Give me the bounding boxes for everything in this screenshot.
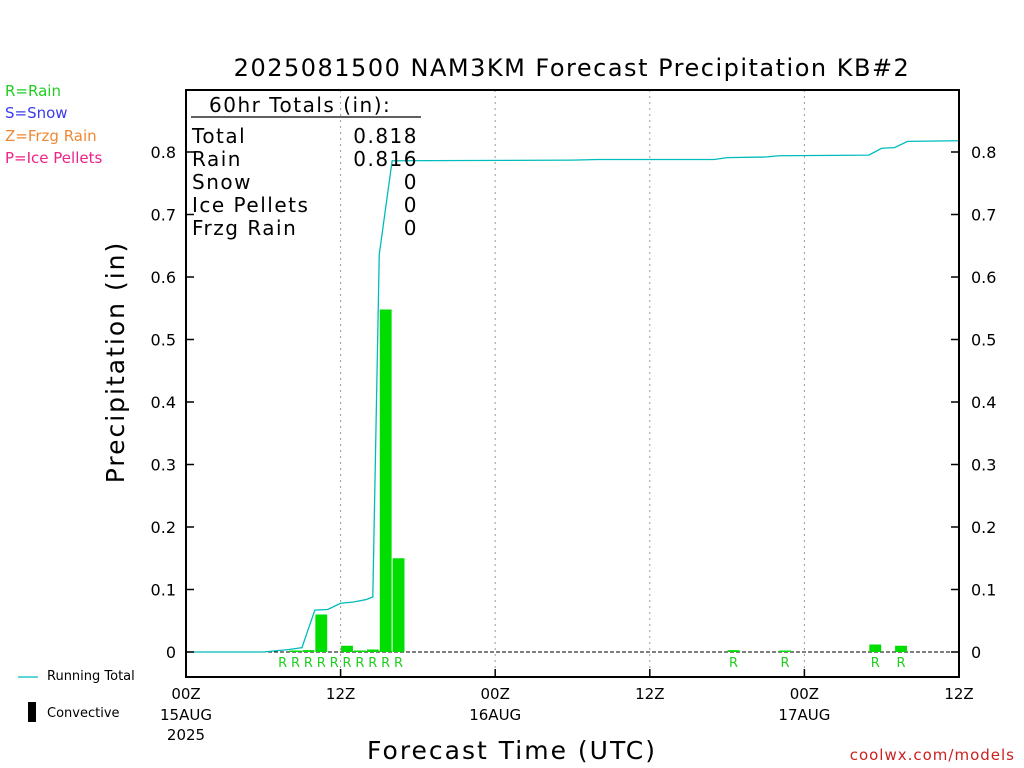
y-tick-label-right: 0 <box>971 643 981 662</box>
totals-row-value: 0 <box>404 193 418 217</box>
y-tick-label: 0 <box>166 643 176 662</box>
y-tick-label: 0.2 <box>151 518 176 537</box>
precip-bar <box>779 650 792 652</box>
y-tick-label: 0.8 <box>151 143 176 162</box>
bar-series <box>289 309 907 652</box>
ptype-marker: R <box>304 656 313 671</box>
y-tick-label: 0.3 <box>151 456 176 475</box>
legend-frzg-rain: Z=Frzg Rain <box>5 127 97 145</box>
chart-title: 2025081500 NAM3KM Forecast Precipitation… <box>234 54 911 82</box>
ptype-marker: R <box>897 656 906 671</box>
convective-key-icon <box>28 702 36 722</box>
ptype-marker: R <box>330 656 339 671</box>
totals-row-value: 0.816 <box>353 147 418 171</box>
running-total-key-label: Running Total <box>47 669 135 684</box>
totals-row-label: Total <box>191 124 246 148</box>
credit-link[interactable]: coolwx.com/models <box>849 746 1015 764</box>
x-tick-sublabel: 17AUG <box>778 706 830 724</box>
legend-ice-pellets: P=Ice Pellets <box>5 149 103 167</box>
legend-snow: S=Snow <box>5 104 68 122</box>
x-tick-label: 12Z <box>326 685 355 703</box>
precip-bar <box>727 650 740 652</box>
y-tick-label-right: 0.4 <box>971 393 996 412</box>
totals-box: 60hr Totals (in): Total 0.818 Rain 0.816 Snow… <box>191 93 421 240</box>
y-tick-label-right: 0.8 <box>971 143 996 162</box>
totals-row-label: Frzg Rain <box>192 216 297 240</box>
precip-bar <box>366 649 379 652</box>
ptype-marker: R <box>729 656 738 671</box>
precip-bar <box>392 558 405 652</box>
y-axis: 0 00.1 0.10.2 0.20.3 0.30.4 0.40.5 0.50.6 0.60.… <box>151 143 997 662</box>
ptype-marker: R <box>355 656 364 671</box>
grid-lines <box>196 90 959 677</box>
x-tick-sublabel: 16AUG <box>469 706 521 724</box>
x-tick-label: 12Z <box>944 685 973 703</box>
y-tick-label: 0.1 <box>151 581 176 600</box>
precip-bar <box>315 614 328 652</box>
precip-bar <box>869 644 882 652</box>
x-tick-label: 00Z <box>171 685 200 703</box>
ptype-marker: R <box>343 656 352 671</box>
y-tick-label-right: 0.7 <box>971 206 996 225</box>
y-tick-label-right: 0.1 <box>971 581 996 600</box>
precip-bar <box>302 650 315 652</box>
ptype-marker: R <box>781 656 790 671</box>
x-tick-label: 00Z <box>790 685 819 703</box>
plot-frame <box>185 89 960 678</box>
ptype-marker: R <box>381 656 390 671</box>
y-tick-label: 0.6 <box>151 268 176 287</box>
totals-header: 60hr Totals (in): <box>209 93 391 117</box>
x-tick-sublabel: 2025 <box>167 726 205 744</box>
y-axis-label: Precipitation (in) <box>101 241 130 484</box>
ptype-marker: R <box>394 656 403 671</box>
precip-bar <box>379 309 392 652</box>
totals-row-label: Snow <box>192 170 252 194</box>
x-axis: 00Z 15AUG 2025 12Z 00Z 16AUG 12Z 00Z 17AUG 12Z <box>160 669 974 744</box>
y-tick-label: 0.5 <box>151 331 176 350</box>
ptype-marker: R <box>291 656 300 671</box>
convective-key-label: Convective <box>47 706 120 721</box>
totals-row-value: 0 <box>404 216 418 240</box>
y-tick-label-right: 0.5 <box>971 331 996 350</box>
ptype-marker: R <box>317 656 326 671</box>
y-tick-label: 0.7 <box>151 206 176 225</box>
y-tick-label-right: 0.3 <box>971 456 996 475</box>
totals-row-label: Ice Pellets <box>192 193 309 217</box>
totals-row-value: 0 <box>404 170 418 194</box>
ptype-marker: R <box>278 656 287 671</box>
precip-bar <box>353 650 366 652</box>
y-tick-label: 0.4 <box>151 393 176 412</box>
precip-bar <box>895 645 907 652</box>
precip-bar <box>341 645 353 652</box>
totals-row-label: Rain <box>192 147 242 171</box>
x-tick-sublabel: 15AUG <box>160 706 212 724</box>
y-tick-label-right: 0.6 <box>971 268 996 287</box>
precip-bar <box>289 650 302 652</box>
legend-rain: R=Rain <box>5 82 61 100</box>
running-total-series <box>186 140 960 653</box>
totals-row-value: 0.818 <box>353 124 418 148</box>
x-axis-label: Forecast Time (UTC) <box>367 736 657 765</box>
y-tick-label-right: 0.2 <box>971 518 996 537</box>
x-tick-label: 12Z <box>635 685 664 703</box>
ptype-marker: R <box>368 656 377 671</box>
running-total-line <box>186 140 960 653</box>
ptype-marker: R <box>871 656 880 671</box>
x-tick-label: 00Z <box>481 685 510 703</box>
